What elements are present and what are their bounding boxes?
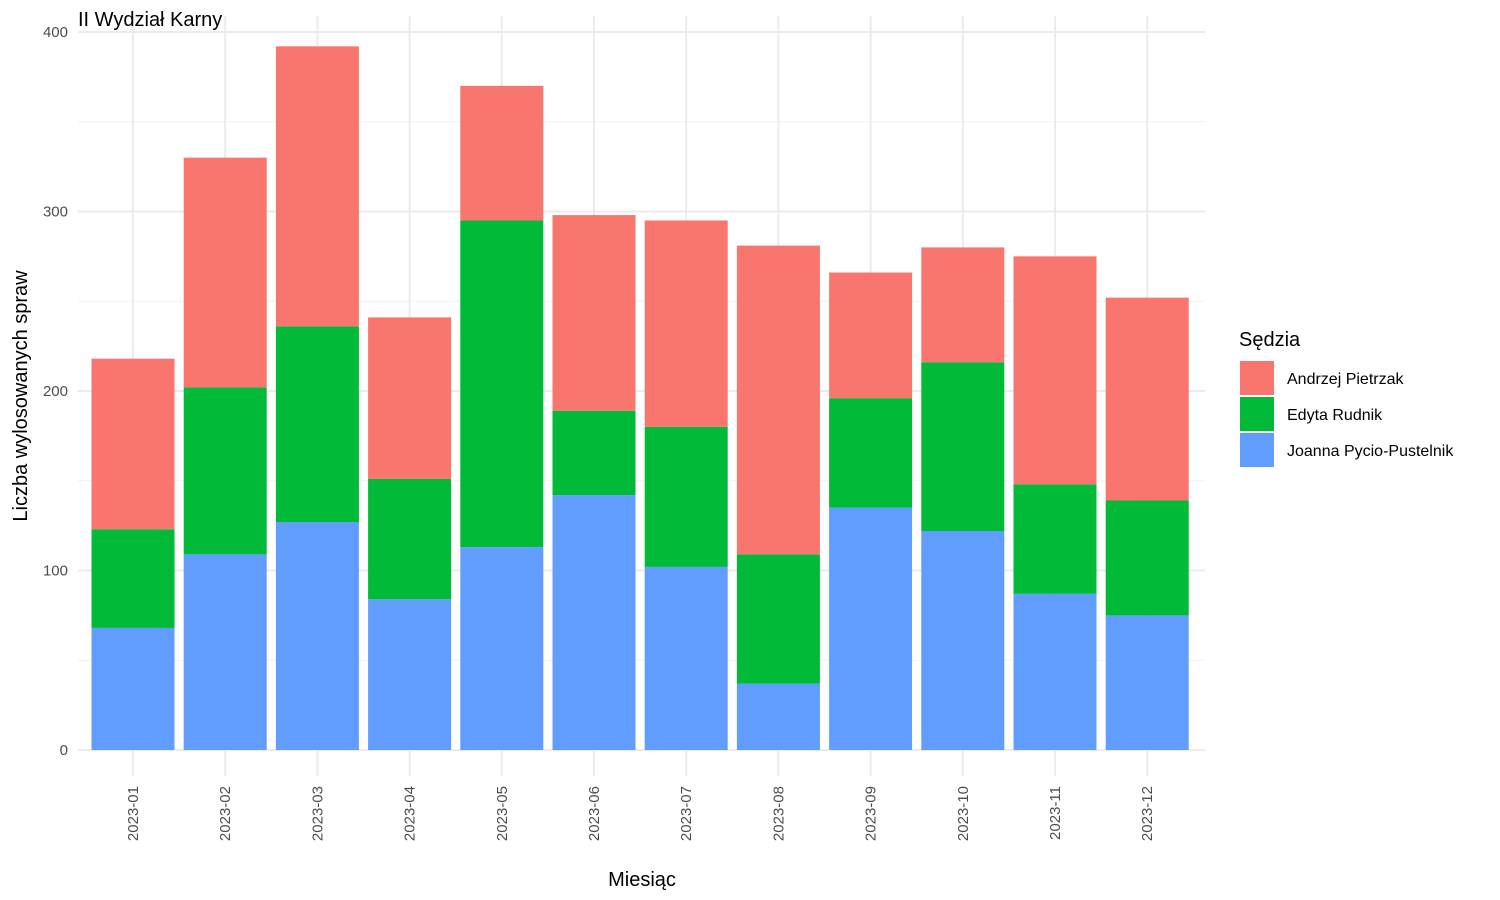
bar-edyta-rudnik-2023-08 [736, 554, 820, 684]
legend-label: Andrzej Pietrzak [1287, 371, 1404, 388]
x-tick-label: 2023-08 [770, 786, 787, 841]
bar-joanna-pycio-pustelnik-2023-05 [460, 547, 544, 750]
bar-andrzej-pietrzak-2023-03 [275, 46, 359, 327]
bar-edyta-rudnik-2023-07 [644, 426, 728, 567]
bar-edyta-rudnik-2023-06 [552, 410, 636, 496]
x-axis-ticks: 2023-01 2023-02 2023-03 2023-04 2023-05 2023-… [125, 786, 1156, 841]
bar-andrzej-pietrzak-2023-09 [829, 272, 913, 399]
bar-edyta-rudnik-2023-02 [183, 387, 267, 555]
legend-label: Joanna Pycio-Pustelnik [1287, 443, 1454, 460]
y-axis-title: Liczba wylosowanych spraw [10, 270, 32, 522]
bar-andrzej-pietrzak-2023-10 [921, 247, 1005, 363]
bar-edyta-rudnik-2023-10 [921, 362, 1005, 532]
bar-joanna-pycio-pustelnik-2023-10 [921, 531, 1005, 750]
x-axis-title: Miesiąc [608, 869, 676, 891]
bar-joanna-pycio-pustelnik-2023-03 [275, 522, 359, 750]
bar-edyta-rudnik-2023-09 [829, 398, 913, 508]
legend-key [1240, 433, 1274, 467]
bar-andrzej-pietrzak-2023-12 [1105, 297, 1189, 501]
x-tick-label: 2023-11 [1047, 786, 1064, 840]
legend-key [1240, 397, 1274, 431]
x-tick-label: 2023-05 [494, 786, 511, 841]
x-tick-label: 2023-12 [1139, 786, 1156, 841]
y-tick-label: 0 [60, 742, 68, 759]
bar-edyta-rudnik-2023-12 [1105, 500, 1189, 616]
y-tick-label: 300 [43, 204, 68, 221]
bar-edyta-rudnik-2023-04 [368, 478, 452, 600]
bar-andrzej-pietrzak-2023-07 [644, 220, 728, 427]
x-tick-label: 2023-09 [863, 786, 880, 841]
bar-edyta-rudnik-2023-03 [275, 326, 359, 523]
bar-joanna-pycio-pustelnik-2023-02 [183, 554, 267, 750]
bar-joanna-pycio-pustelnik-2023-12 [1105, 615, 1189, 750]
chart-title: II Wydział Karny [78, 9, 222, 31]
bar-edyta-rudnik-2023-11 [1013, 484, 1097, 594]
bar-andrzej-pietrzak-2023-05 [460, 85, 544, 221]
legend-label: Edyta Rudnik [1287, 407, 1383, 424]
y-tick-label: 400 [43, 24, 68, 41]
bar-joanna-pycio-pustelnik-2023-04 [368, 599, 452, 750]
legend-title: Sędzia [1239, 329, 1301, 351]
x-tick-label: 2023-02 [217, 786, 234, 841]
legend: Sędzia Andrzej Pietrzak Edyta Rudnik Joann… [1239, 329, 1454, 467]
y-tick-label: 200 [43, 383, 68, 400]
bar-edyta-rudnik-2023-05 [460, 220, 544, 548]
bars [91, 46, 1189, 750]
bar-andrzej-pietrzak-2023-08 [736, 245, 820, 555]
bar-andrzej-pietrzak-2023-11 [1013, 256, 1097, 485]
x-tick-label: 2023-06 [586, 786, 603, 841]
bar-andrzej-pietrzak-2023-02 [183, 157, 267, 388]
x-tick-label: 2023-07 [678, 786, 695, 841]
y-axis-ticks: 0 100 200 300 400 [43, 24, 68, 759]
bar-andrzej-pietrzak-2023-04 [368, 317, 452, 479]
y-tick-label: 100 [43, 563, 68, 580]
bar-joanna-pycio-pustelnik-2023-07 [644, 566, 728, 750]
bar-joanna-pycio-pustelnik-2023-06 [552, 495, 636, 750]
bar-andrzej-pietrzak-2023-06 [552, 215, 636, 411]
x-tick-label: 2023-03 [309, 786, 326, 841]
legend-key [1240, 361, 1274, 395]
bar-joanna-pycio-pustelnik-2023-08 [736, 683, 820, 750]
bar-joanna-pycio-pustelnik-2023-11 [1013, 593, 1097, 750]
x-tick-label: 2023-10 [955, 786, 972, 841]
bar-joanna-pycio-pustelnik-2023-09 [829, 507, 913, 750]
bar-edyta-rudnik-2023-01 [91, 529, 175, 628]
x-tick-label: 2023-01 [125, 786, 142, 841]
bar-joanna-pycio-pustelnik-2023-01 [91, 627, 175, 750]
x-tick-label: 2023-04 [402, 786, 419, 841]
bar-andrzej-pietrzak-2023-01 [91, 358, 175, 530]
